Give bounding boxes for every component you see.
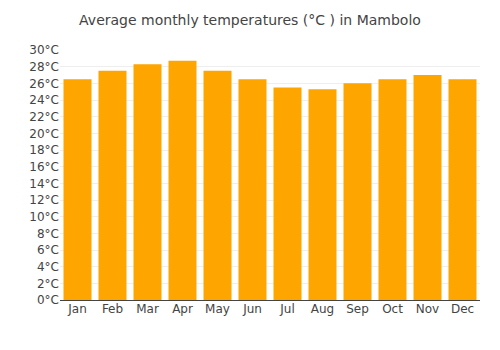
- svg-text:26°C: 26°C: [29, 77, 59, 91]
- svg-text:Apr: Apr: [172, 302, 193, 316]
- svg-text:16°C: 16°C: [29, 160, 59, 174]
- svg-text:May: May: [205, 302, 230, 316]
- svg-text:28°C: 28°C: [29, 60, 59, 74]
- svg-text:Sep: Sep: [346, 302, 369, 316]
- svg-text:4°C: 4°C: [37, 260, 59, 274]
- svg-text:Average monthly temperatures (: Average monthly temperatures (°C ) in Ma…: [79, 12, 421, 28]
- svg-text:0°C: 0°C: [37, 293, 59, 307]
- svg-text:Nov: Nov: [416, 302, 439, 316]
- svg-text:14°C: 14°C: [29, 177, 59, 191]
- svg-text:Aug: Aug: [311, 302, 334, 316]
- svg-text:2°C: 2°C: [37, 277, 59, 291]
- svg-text:22°C: 22°C: [29, 110, 59, 124]
- svg-text:20°C: 20°C: [29, 127, 59, 141]
- svg-text:8°C: 8°C: [37, 227, 59, 241]
- svg-text:24°C: 24°C: [29, 93, 59, 107]
- svg-text:Dec: Dec: [451, 302, 474, 316]
- svg-text:Mar: Mar: [136, 302, 159, 316]
- svg-text:30°C: 30°C: [29, 43, 59, 57]
- svg-text:Feb: Feb: [102, 302, 123, 316]
- svg-text:10°C: 10°C: [29, 210, 59, 224]
- svg-text:18°C: 18°C: [29, 143, 59, 157]
- svg-text:12°C: 12°C: [29, 193, 59, 207]
- svg-text:Jan: Jan: [67, 302, 87, 316]
- svg-text:6°C: 6°C: [37, 243, 59, 257]
- svg-text:Jul: Jul: [279, 302, 294, 316]
- svg-text:Jun: Jun: [242, 302, 262, 316]
- svg-text:Oct: Oct: [382, 302, 403, 316]
